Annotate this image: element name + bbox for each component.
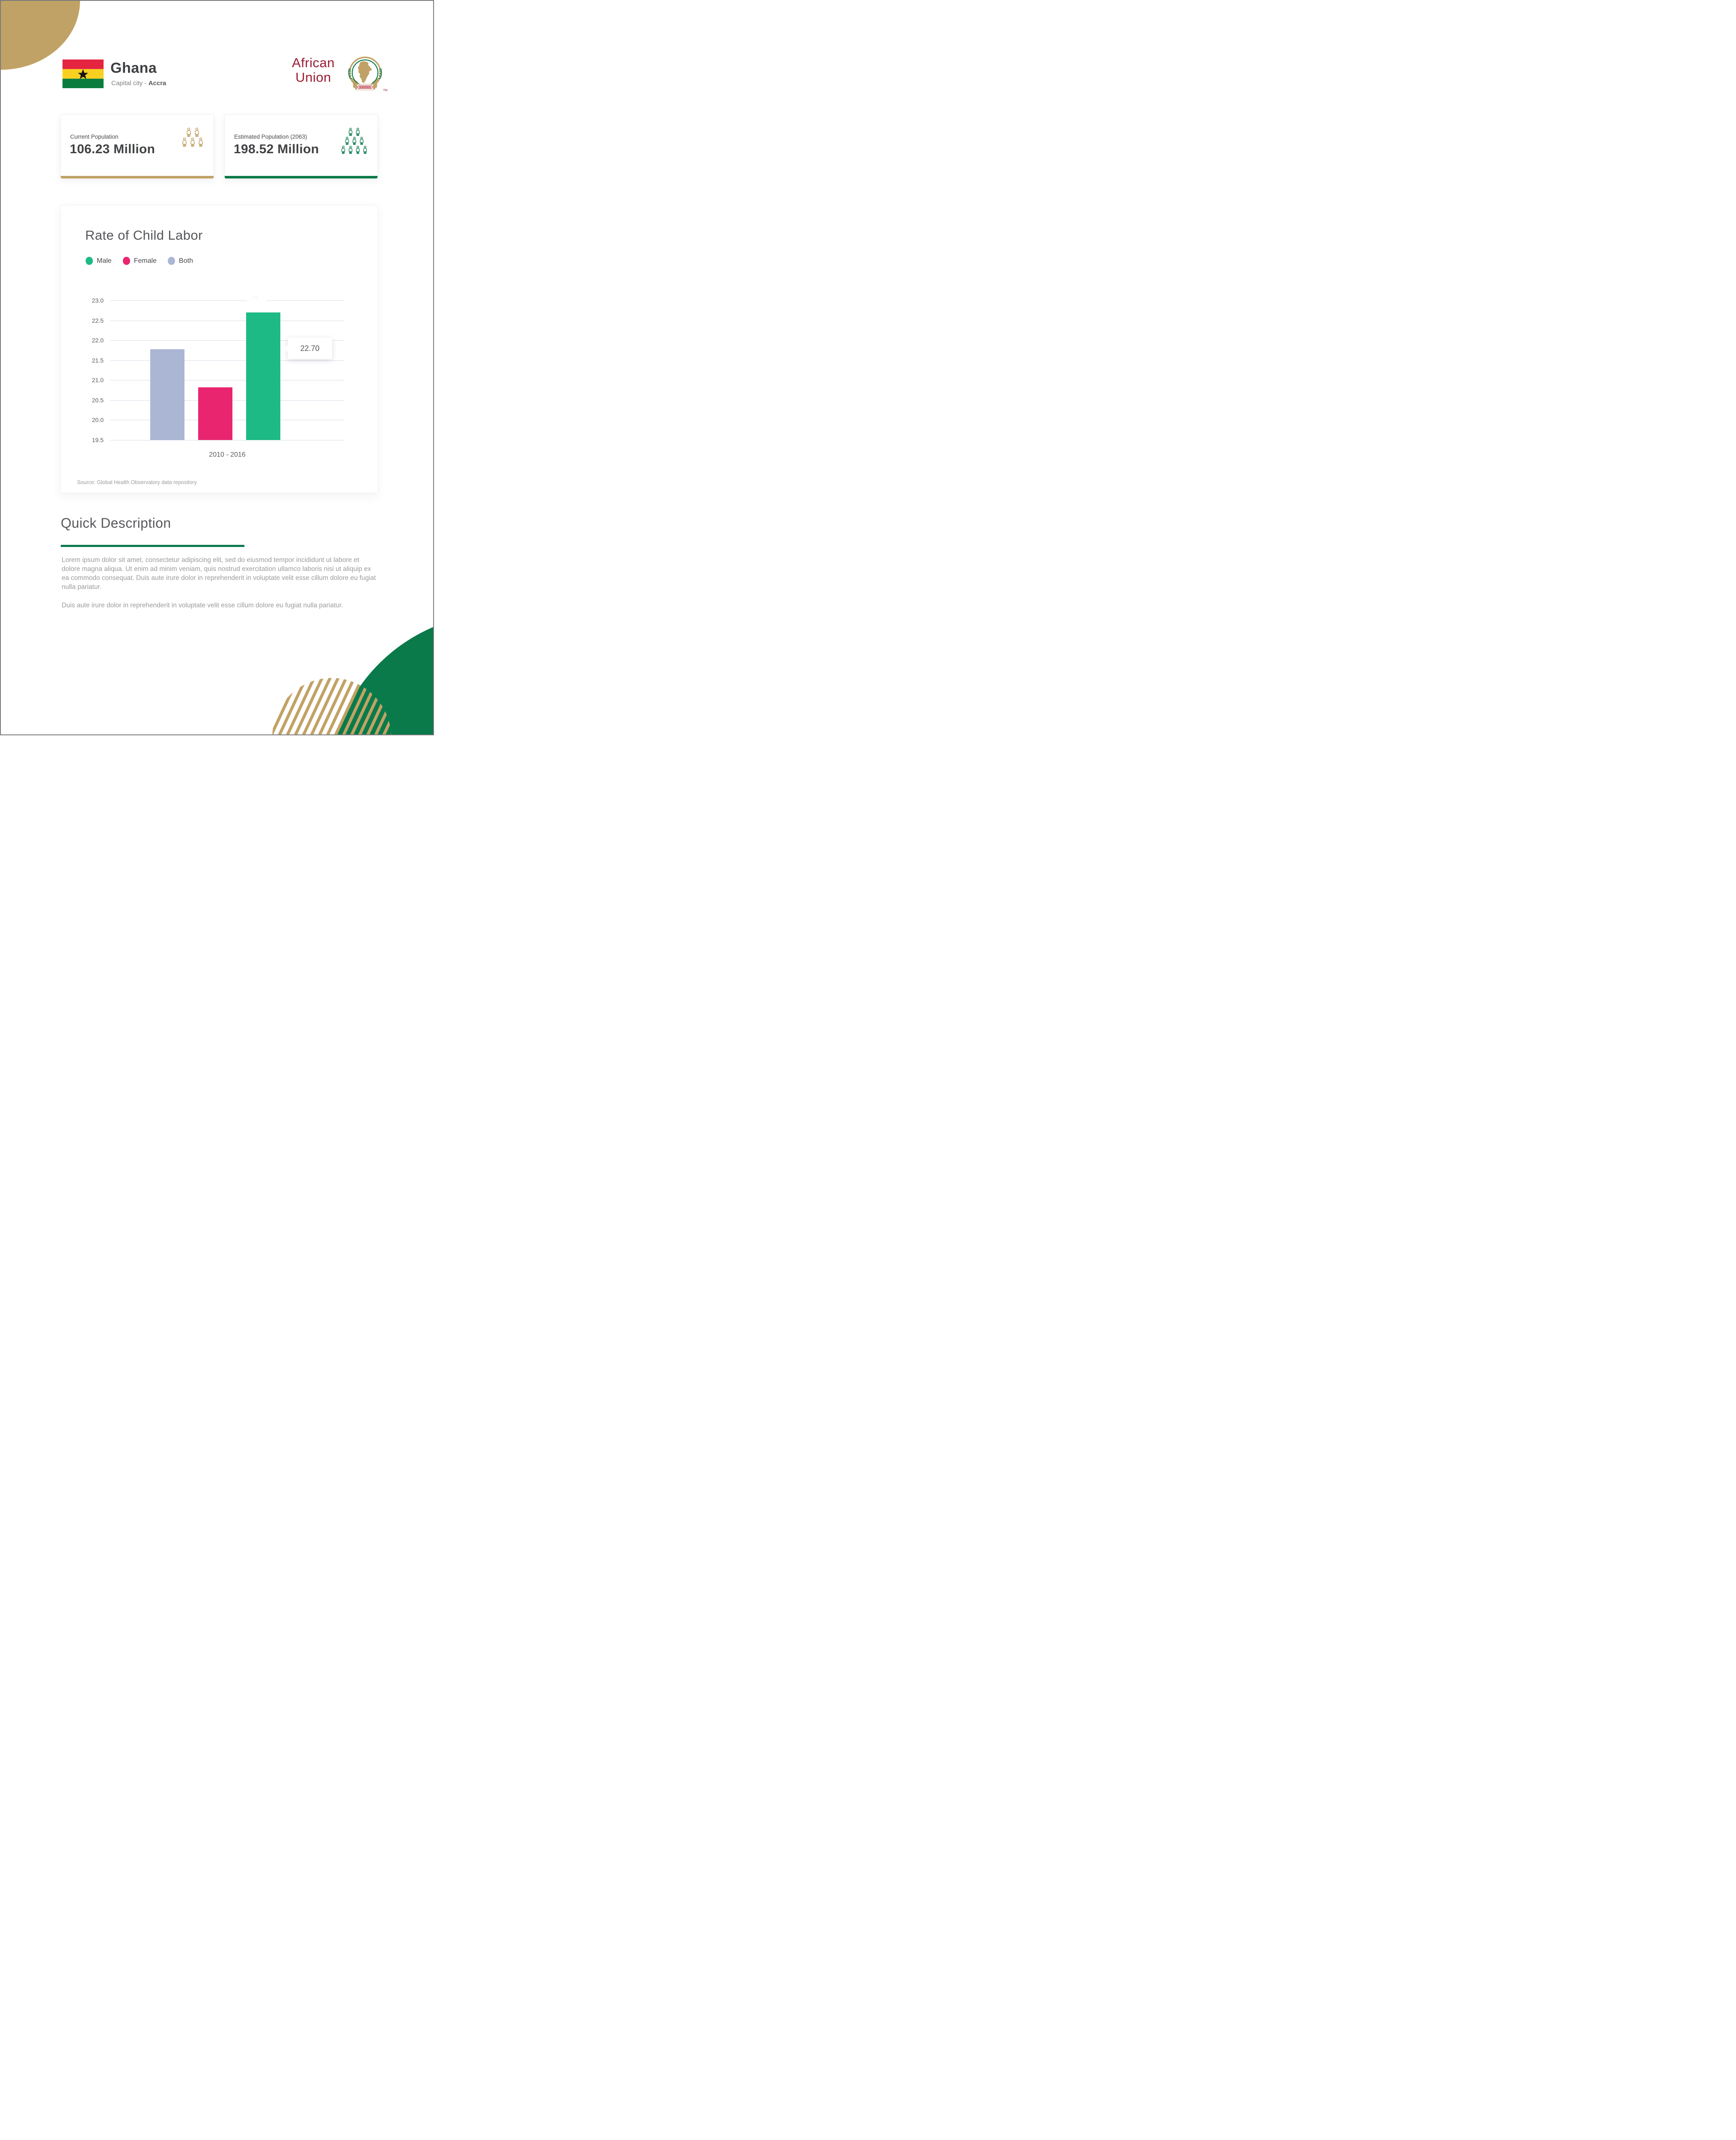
- page: Ghana Capital city - Accra African Union…: [0, 0, 434, 735]
- person-icon: [190, 137, 195, 147]
- ghana-flag: [62, 59, 104, 88]
- african-union-line1: African: [292, 55, 335, 70]
- y-axis-tick-label: 22.0: [92, 337, 104, 344]
- stat-label: Estimated Population (2063): [234, 134, 307, 140]
- chart-legend: Male Female Both: [86, 257, 193, 265]
- gridline: [110, 360, 345, 361]
- legend-item-male[interactable]: Male: [86, 257, 112, 265]
- legend-label: Female: [134, 257, 157, 265]
- y-axis-tick-label: 20.0: [92, 416, 104, 424]
- people-icon-row: [340, 146, 368, 154]
- section-heading-underline: [61, 545, 244, 547]
- people-icon-row: [344, 137, 365, 145]
- person-icon: [352, 137, 356, 145]
- y-axis-tick-label: 21.0: [92, 377, 104, 384]
- gridline: [110, 300, 345, 301]
- person-icon: [341, 146, 345, 154]
- person-icon: [360, 137, 363, 145]
- person-icon: [345, 137, 349, 145]
- chart-title: Rate of Child Labor: [85, 228, 203, 243]
- bar-both[interactable]: [150, 349, 184, 440]
- gridline-notch-decoration: [247, 299, 267, 303]
- capital-value: Accra: [148, 80, 166, 87]
- plot-area: 22.70 2010 - 2016 23.0 22.5 22.0 21.5 21.0 20…: [92, 297, 345, 458]
- stat-value: 198.52 Million: [234, 142, 319, 156]
- person-icon: [356, 146, 360, 154]
- description-paragraphs: Lorem ipsum dolor sit amet, consectetur …: [62, 556, 377, 619]
- africa-map-icon: [358, 61, 372, 83]
- black-star-icon: [78, 69, 88, 79]
- bar-female[interactable]: [198, 387, 232, 440]
- legend-dot-icon: [168, 257, 175, 265]
- x-axis-label: 2010 - 2016: [209, 451, 246, 458]
- person-icon: [356, 128, 360, 136]
- people-icon-row: [185, 128, 200, 137]
- bar-male[interactable]: [246, 312, 280, 440]
- person-icon: [363, 146, 367, 154]
- chart-card: Rate of Child Labor Male Female Both 22.70…: [60, 205, 378, 493]
- y-axis-tick-label: 19.5: [92, 437, 104, 443]
- legend-dot-icon: [122, 257, 130, 265]
- card-accent-bar: [61, 176, 214, 178]
- capital-line: Capital city - Accra: [111, 80, 166, 87]
- chart-source-note: Source: Global Health Observatory data r…: [77, 479, 197, 485]
- legend-dot-icon: [86, 257, 93, 265]
- african-union-wordmark: African Union: [279, 56, 348, 85]
- y-axis-tick-label: 20.5: [92, 396, 104, 404]
- card-accent-bar: [225, 176, 378, 178]
- description-paragraph-1: Lorem ipsum dolor sit amet, consectetur …: [62, 556, 376, 591]
- legend-label: Male: [97, 257, 112, 265]
- value-tooltip: 22.70: [288, 338, 332, 359]
- estimated-population-card: Estimated Population (2063) 198.52 Milli…: [224, 114, 378, 178]
- y-axis-tick-label: 22.5: [92, 317, 104, 324]
- interlocked-rings-icon: [357, 85, 373, 89]
- people-icon-row: [348, 128, 361, 136]
- legend-item-both[interactable]: Both: [168, 257, 193, 265]
- page-title: Ghana: [110, 60, 157, 76]
- y-axis-tick-label: 21.5: [92, 357, 104, 364]
- people-icon-row: [181, 137, 204, 147]
- person-icon: [194, 128, 199, 137]
- description-paragraph-2: Duis aute irure dolor in reprehenderit i…: [62, 602, 343, 609]
- current-population-card: Current Population 106.23 Million: [60, 114, 214, 178]
- legend-label: Both: [179, 257, 193, 265]
- person-icon: [348, 128, 353, 136]
- person-icon: [348, 146, 353, 154]
- trademark-symbol: TM: [383, 89, 388, 92]
- y-axis-tick-label: 23.0: [92, 297, 104, 304]
- person-icon: [186, 128, 191, 137]
- person-icon: [182, 137, 187, 147]
- stat-label: Current Population: [70, 134, 119, 140]
- capital-label: Capital city -: [111, 80, 149, 87]
- legend-item-female[interactable]: Female: [122, 257, 157, 265]
- african-union-line2: Union: [295, 70, 331, 85]
- stat-value: 106.23 Million: [70, 142, 155, 156]
- people-icons-gold: [181, 128, 204, 147]
- people-icons-green: [340, 128, 368, 154]
- person-icon: [199, 137, 203, 147]
- section-heading: Quick Description: [61, 515, 171, 531]
- gridline: [110, 340, 345, 341]
- african-union-emblem: [348, 56, 382, 90]
